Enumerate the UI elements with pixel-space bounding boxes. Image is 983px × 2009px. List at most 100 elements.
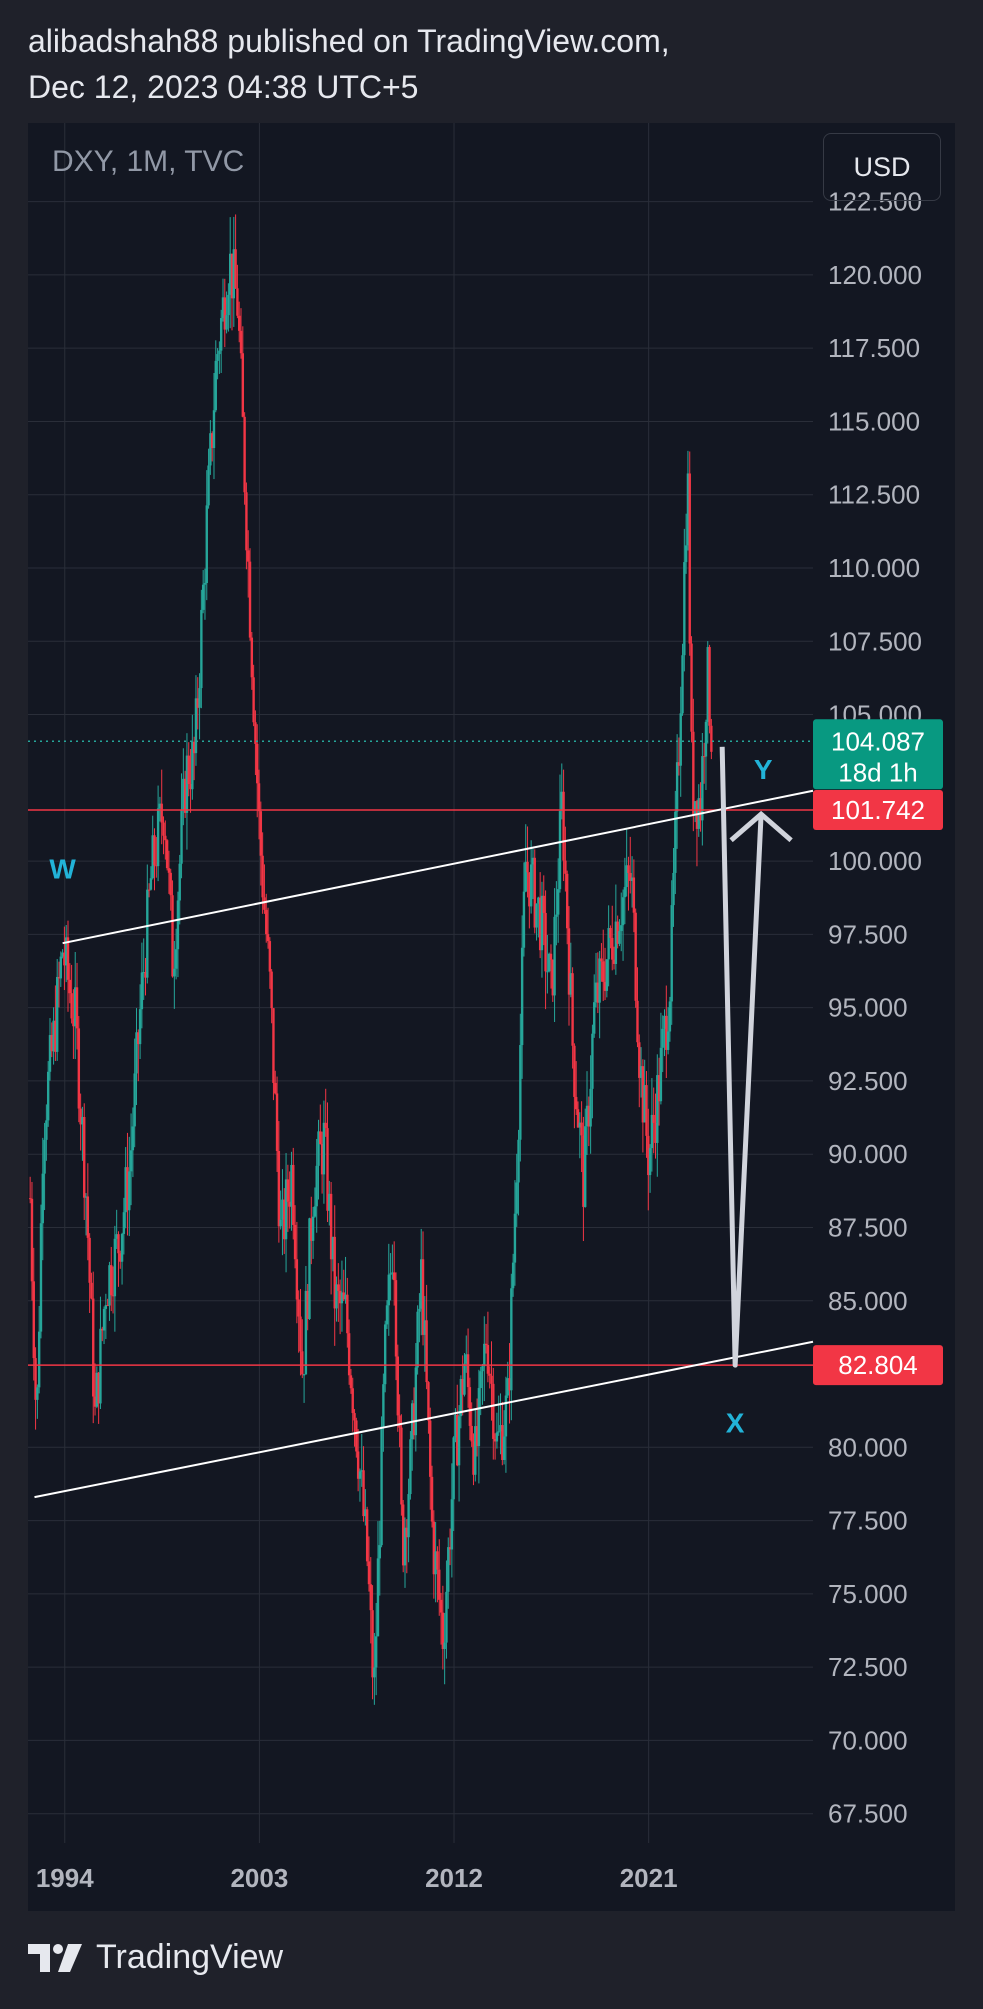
candle-body [656,1075,659,1143]
candle-body [710,725,713,752]
candle-body [618,931,621,944]
candle-body [587,1105,591,1127]
candle-body [468,1387,472,1426]
currency-button[interactable]: USD [823,133,941,201]
y-tick-label: 122.500 [828,187,922,217]
candle-body [295,1259,299,1300]
candle-body [400,1427,403,1505]
candle-body [322,1122,326,1175]
candle-body [286,1179,290,1202]
candle-body [677,762,681,766]
candle-body [57,976,61,979]
candle-body [576,1109,580,1128]
candle-body [502,1436,506,1461]
candle-body [137,1032,140,1045]
candle-body [353,1413,356,1421]
candle-body [517,1139,520,1183]
x-tick-label: 2021 [620,1863,678,1893]
candle-body [169,872,172,896]
candle-body [243,416,246,493]
candle-body [59,956,62,979]
candle-body [149,878,153,890]
candle-body [515,1182,518,1214]
candle-body [238,315,241,331]
candle-body [68,979,72,994]
candle-body [214,360,217,411]
wave-label: X [726,1408,745,1439]
candle-body [162,822,165,836]
candle-body [155,865,158,867]
candle-body [41,1173,44,1224]
candle-body [448,1547,452,1550]
candle-body [443,1642,446,1650]
candle-body [110,1265,113,1296]
candle-body [248,561,252,638]
candle-body [207,465,210,506]
candle-body [466,1354,470,1388]
candle-body [445,1591,448,1643]
candle-body [194,698,198,754]
candle-body [465,1354,468,1364]
candle-body [477,1388,481,1447]
candle-body [219,318,223,351]
candle-body [565,873,569,929]
candle-body [43,1139,46,1174]
candle-body [634,912,637,1001]
candle-body [119,1253,122,1262]
candle-body [346,1294,349,1334]
candle-body [497,1431,500,1433]
candle-body [423,1320,427,1335]
candle-body [396,1356,399,1416]
candle-body [493,1438,497,1442]
chart-panel[interactable]: 122.500 120.000 117.500 115.000 112.500 110.0… [28,123,955,1911]
candle-body [126,1167,129,1211]
candle-body [688,473,691,644]
candle-body [623,887,627,898]
candle-body [358,1471,362,1479]
candle-body [129,1150,133,1172]
candle-body [198,688,201,708]
candle-body [484,1343,488,1346]
candle-body [665,1015,668,1050]
candle-body [284,1179,288,1240]
candle-body [153,835,156,866]
candle-body [621,897,625,926]
candle-body [288,1201,291,1207]
candle-body [275,1093,279,1152]
candle-body [481,1366,484,1372]
candle-body [39,1223,43,1332]
candle-body [83,1117,86,1198]
candle-body [77,1028,81,1109]
candle-body [596,982,600,1003]
candle-body [558,811,562,890]
candle-body [218,350,221,355]
candle-body [279,1219,282,1227]
tradingview-logo-icon [28,1943,82,1972]
candle-body [122,1212,126,1234]
candle-body [97,1372,100,1404]
candle-body [544,912,547,972]
candle-body [93,1396,97,1407]
candle-body [488,1373,491,1376]
candle-body [580,1122,583,1136]
candle-body [684,545,688,563]
candle-body [537,897,540,904]
candle-body [555,914,558,917]
candle-body [320,1144,324,1175]
candle-body [342,1292,345,1300]
candle-body [524,861,527,892]
candle-body [632,877,636,913]
candle-body [81,1117,84,1125]
candle-body [486,1345,490,1374]
candle-body [504,1395,508,1437]
y-tick-label: 95.000 [828,993,908,1023]
candle-body [239,330,243,354]
candle-body [317,1131,320,1166]
candle-body [319,1131,322,1145]
candle-body [553,916,556,996]
candle-body [283,1199,286,1240]
candle-body [270,971,273,1009]
candle-body [221,297,225,319]
price-chart[interactable]: 122.500 120.000 117.500 115.000 112.500 110.0… [28,123,955,1911]
candle-body [174,949,178,969]
